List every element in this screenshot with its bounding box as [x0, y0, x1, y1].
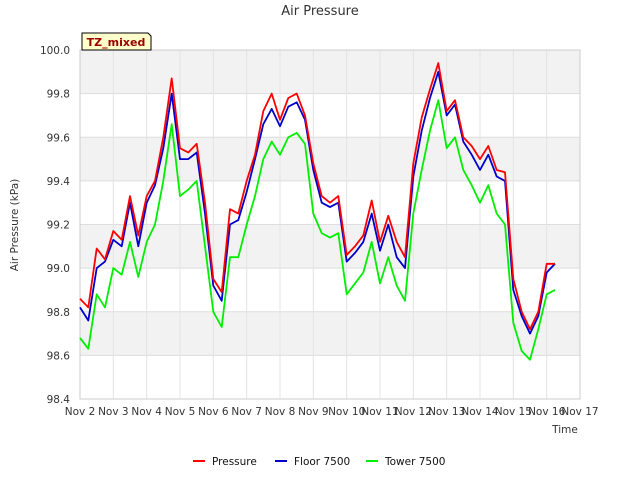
- legend: Pressure Floor 7500 Tower 7500: [193, 456, 445, 468]
- y-tick-label: 99.2: [47, 220, 70, 232]
- chart-title: Air Pressure: [281, 4, 359, 19]
- x-tick-label: Nov 15: [495, 406, 532, 418]
- tz-badge-box: [81, 32, 152, 51]
- series-line-floor-7500: [79, 70, 556, 335]
- series-group: [79, 62, 556, 361]
- x-axis-ticks: Nov 2 Nov 3 Nov 4 Nov 5 Nov 6 Nov 7 Nov 8 Nov 9…: [65, 406, 599, 418]
- x-axis-label: Time: [551, 424, 578, 436]
- x-tick-label: Nov 17: [561, 406, 598, 418]
- tz-badge: TZ_mixed: [81, 32, 152, 51]
- tz-badge-label: TZ_mixed: [87, 36, 146, 49]
- x-tick-label: Nov 10: [328, 406, 365, 418]
- x-tick-label: Nov 13: [428, 406, 465, 418]
- x-tick-label: Nov 4: [131, 406, 162, 418]
- y-axis-label: Air Pressure (kPa): [9, 179, 21, 272]
- x-tick-label: Nov 7: [231, 406, 262, 418]
- grid-lines: [79, 49, 581, 400]
- plot-band: [80, 311, 580, 356]
- series-line-pressure: [79, 62, 555, 331]
- y-tick-label: 98.6: [47, 350, 71, 362]
- y-tick-label: 100.0: [40, 45, 70, 57]
- y-tick-label: 99.0: [47, 263, 70, 275]
- x-tick-label: Nov 12: [395, 406, 432, 418]
- x-tick-label: Nov 5: [165, 406, 196, 418]
- x-tick-label: Nov 2: [65, 406, 96, 418]
- y-tick-label: 99.4: [47, 176, 71, 188]
- y-tick-label: 99.8: [47, 89, 70, 101]
- plot-band: [80, 224, 580, 269]
- plot-band: [80, 50, 580, 94]
- series-line-tower-7500: [79, 99, 556, 361]
- legend-label-pressure: Pressure: [212, 456, 257, 468]
- legend-label-tower-7500: Tower 7500: [384, 456, 445, 468]
- y-tick-label: 98.8: [47, 307, 70, 319]
- x-tick-label: Nov 16: [528, 406, 566, 418]
- legend-label-floor-7500: Floor 7500: [294, 456, 350, 468]
- x-tick-label: Nov 9: [298, 406, 329, 418]
- x-tick-label: Nov 14: [461, 406, 499, 418]
- y-tick-label: 98.4: [47, 394, 71, 406]
- x-tick-label: Nov 3: [98, 406, 129, 418]
- x-tick-label: Nov 8: [265, 406, 296, 418]
- plot-border: [79, 49, 581, 400]
- x-tick-label: Nov 6: [198, 406, 229, 418]
- y-axis-ticks: 98.4 98.6 98.8 99.0 99.2 99.4 99.6 99.8 100.0: [40, 45, 70, 406]
- x-tick-label: Nov 11: [361, 406, 398, 418]
- y-tick-label: 99.6: [47, 132, 71, 144]
